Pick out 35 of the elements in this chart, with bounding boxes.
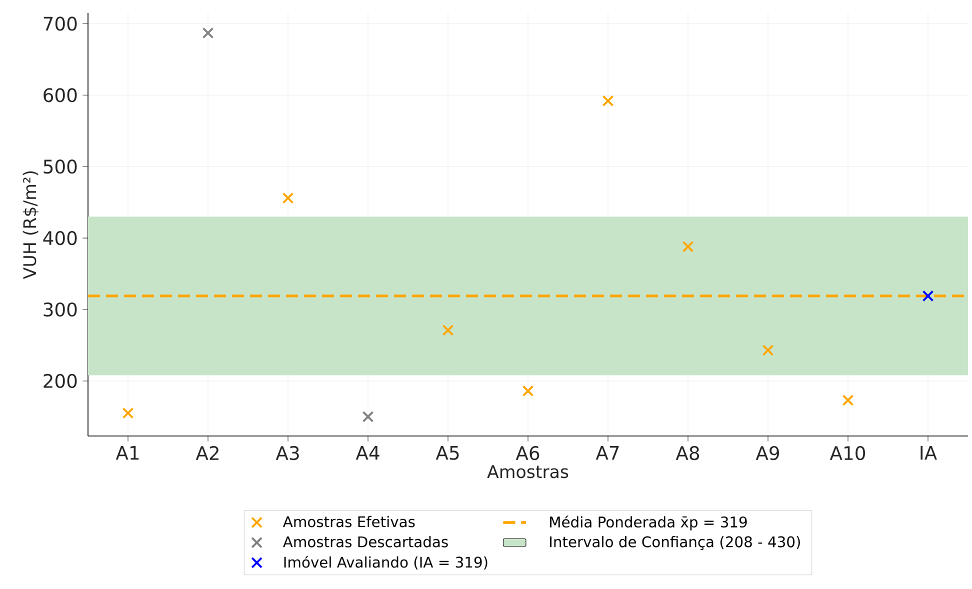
point	[762, 344, 774, 356]
x-tick-label: IA	[920, 446, 937, 460]
point	[922, 290, 934, 302]
y-tick-label: 700	[44, 16, 77, 31]
x-tick-label: A8	[676, 446, 700, 460]
y-axis-title: VUH (R$/m²)	[22, 171, 39, 280]
point	[602, 95, 614, 107]
x-tick-label: A2	[196, 446, 218, 460]
x-tick-label: A1	[116, 446, 139, 460]
x-tick-label: A7	[596, 446, 619, 460]
x-axis-title: Amostras	[487, 465, 568, 478]
point	[202, 27, 214, 39]
legend-label: Imóvel Avaliando (IA = 319)	[284, 556, 488, 570]
legend-label: Amostras Descartadas	[282, 536, 448, 548]
x-tick-label: A5	[436, 446, 459, 460]
point	[282, 192, 294, 204]
legend-label: Intervalo de Confiança (208 - 430)	[550, 536, 800, 550]
y-tick-label: 300	[44, 302, 77, 317]
y-tick-label: 400	[43, 231, 77, 246]
x-tick-label: A6	[516, 446, 540, 460]
x-tick-label: A4	[356, 446, 380, 460]
point	[442, 324, 454, 336]
legend-label: Amostras Efetivas	[282, 516, 415, 528]
y-tick-label: 500	[44, 160, 77, 174]
point	[842, 394, 854, 406]
legend-label: Média Ponderada x̄p = 319	[550, 516, 747, 530]
x-tick-label: A10	[830, 446, 866, 460]
y-tick-label: 600	[44, 88, 77, 102]
x-tick-label: A3	[276, 446, 299, 460]
point	[362, 410, 374, 422]
point	[122, 407, 134, 419]
point	[522, 385, 534, 397]
point	[682, 240, 694, 252]
y-tick-label: 200	[44, 374, 77, 388]
x-tick-label: A9	[756, 446, 780, 460]
